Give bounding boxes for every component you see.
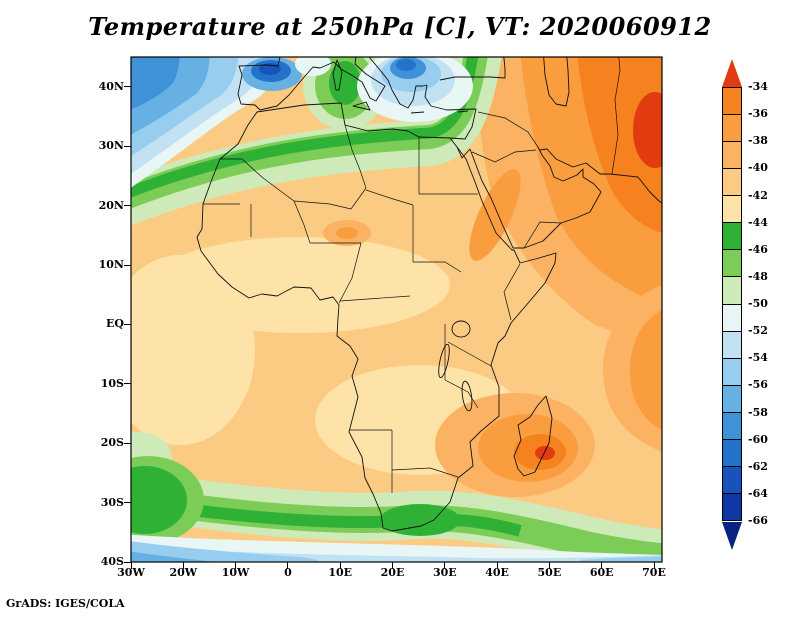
- lat-tick-mark: [124, 442, 131, 444]
- colorbar-arrow-up: [722, 59, 742, 87]
- colorbar-band: [723, 114, 741, 142]
- colorbar-tick-label: -58: [748, 405, 768, 419]
- lon-tick-mark: [339, 562, 341, 569]
- lon-tick-label: 20E: [380, 566, 405, 579]
- colorbar-tick-label: -46: [748, 242, 768, 256]
- lat-tick-label: 20N: [98, 198, 124, 212]
- colorbar-band: [723, 141, 741, 169]
- lat-tick-mark: [124, 323, 131, 325]
- colorbar-band: [723, 249, 741, 277]
- temperature-field: [131, 57, 662, 562]
- colorbar-tick-label: -60: [748, 432, 768, 446]
- lat-tick-mark: [124, 383, 131, 385]
- lon-tick-label: 0: [284, 566, 292, 579]
- lat-tick-label: 10S: [100, 376, 124, 390]
- colorbar-band: [723, 438, 741, 466]
- colorbar-band: [723, 168, 741, 196]
- lat-tick-label: 40N: [98, 79, 124, 93]
- lon-tick-label: 10W: [221, 566, 250, 579]
- lat-tick-label: 30S: [100, 495, 124, 509]
- lat-tick-label: 30N: [98, 139, 124, 153]
- lon-tick-label: 20W: [169, 566, 198, 579]
- colorbar-band: [723, 492, 741, 520]
- colorbar-band: [723, 303, 741, 331]
- lon-tick-label: 30E: [432, 566, 457, 579]
- lat-tick-label: EQ: [106, 317, 124, 331]
- plot-title: Temperature at 250hPa [C], VT: 202006091…: [88, 12, 712, 41]
- lat-tick-mark: [124, 145, 131, 147]
- colorbar-tick-label: -42: [748, 188, 768, 202]
- lon-tick-mark: [653, 562, 655, 569]
- colorbar-tick-label: -44: [748, 215, 768, 229]
- lon-tick-mark: [287, 562, 289, 569]
- lat-tick-mark: [124, 86, 131, 88]
- lon-tick-mark: [444, 562, 446, 569]
- lat-tick-label: 20S: [100, 436, 124, 450]
- lat-tick-label: 40S: [100, 555, 124, 568]
- lat-tick-label: 10N: [98, 258, 124, 271]
- map-frame: [130, 56, 663, 563]
- colorbar: [722, 87, 742, 521]
- colorbar-tick-label: -62: [748, 459, 768, 473]
- colorbar-band: [723, 195, 741, 223]
- colorbar-tick-label: -48: [748, 269, 768, 283]
- lon-tick-mark: [235, 562, 237, 569]
- colorbar-tick-label: -64: [748, 486, 768, 500]
- colorbar-tick-label: -66: [748, 514, 768, 527]
- colorbar-band: [723, 88, 741, 115]
- colorbar-tick-label: -50: [748, 297, 768, 310]
- colorbar-band: [723, 411, 741, 439]
- colorbar-tick-label: -34: [748, 80, 768, 93]
- lon-tick-label: 10E: [328, 566, 353, 579]
- lon-tick-label: 60E: [589, 566, 614, 579]
- colorbar-band: [723, 222, 741, 250]
- coastlines: [196, 57, 662, 532]
- colorbar-tick-label: -40: [748, 161, 768, 175]
- lat-tick-mark: [124, 502, 131, 504]
- attribution: GrADS: IGES/COLA: [6, 597, 125, 610]
- colorbar-tick-label: -36: [748, 107, 768, 121]
- lon-tick-label: 70E: [642, 566, 666, 579]
- lon-tick-mark: [601, 562, 603, 569]
- colorbar-band: [723, 276, 741, 304]
- colorbar-tick-label: -54: [748, 351, 768, 365]
- lon-tick-mark: [548, 562, 550, 569]
- colorbar-band: [723, 357, 741, 385]
- colorbar-band: [723, 384, 741, 412]
- lon-tick-mark: [182, 562, 184, 569]
- lat-tick-mark: [124, 264, 131, 266]
- colorbar-band: [723, 465, 741, 493]
- lon-tick-mark: [496, 562, 498, 569]
- colorbar-tick-label: -56: [748, 378, 768, 392]
- country-borders: [203, 57, 621, 493]
- lon-tick-label: 30W: [117, 566, 145, 579]
- colorbar-tick-label: -38: [748, 134, 768, 148]
- colorbar-band: [723, 330, 741, 358]
- lon-tick-mark: [392, 562, 393, 569]
- lon-tick-label: 50E: [537, 566, 562, 579]
- lat-tick-mark: [124, 205, 131, 207]
- lon-tick-label: 40E: [485, 566, 509, 579]
- colorbar-tick-label: -52: [748, 324, 768, 338]
- lon-tick-mark: [130, 562, 132, 569]
- lat-tick-mark: [124, 561, 131, 563]
- colorbar-arrow-down: [722, 522, 742, 550]
